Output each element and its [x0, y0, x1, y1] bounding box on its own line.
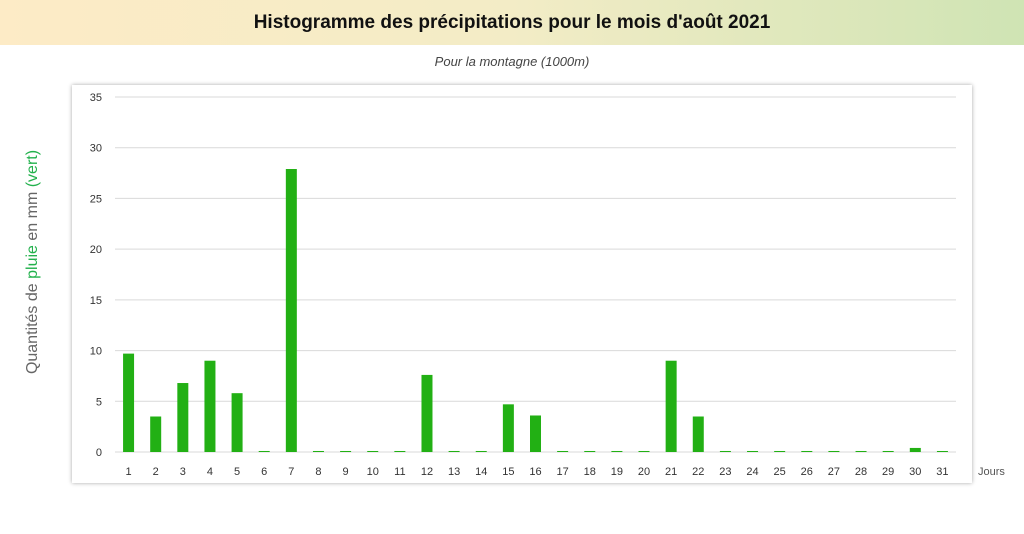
x-tick-label: 10	[367, 466, 379, 478]
y-tick-label: 35	[90, 92, 102, 104]
x-tick-label: 25	[774, 466, 786, 478]
bar	[557, 450, 569, 452]
x-tick-label: 21	[665, 466, 677, 478]
y-tick-label: 5	[96, 396, 102, 408]
x-tick-label: 11	[394, 466, 405, 478]
x-tick-label: 24	[746, 466, 758, 478]
x-tick-label: 4	[207, 466, 213, 478]
bar	[502, 404, 514, 452]
x-tick-label: 12	[421, 466, 433, 478]
x-tick-label: 19	[611, 466, 623, 478]
x-tick-label: 15	[502, 466, 514, 478]
x-tick-label: 14	[475, 466, 487, 478]
y-tick-label: 25	[90, 193, 102, 205]
x-tick-label: 2	[153, 466, 159, 478]
y-tick-label: 15	[90, 295, 102, 307]
x-tick-label: 30	[909, 466, 921, 478]
bar	[421, 374, 433, 452]
bar	[692, 416, 704, 452]
chart-subtitle: Pour la montagne (1000m)	[434, 54, 590, 69]
bar	[231, 393, 243, 452]
bar	[448, 450, 460, 452]
y-tick-label: 10	[90, 346, 102, 358]
x-tick-label: 23	[719, 466, 731, 478]
x-tick-label: 5	[234, 466, 240, 478]
x-tick-label: 8	[315, 466, 321, 478]
bar	[340, 450, 352, 452]
x-tick-label: 7	[288, 466, 294, 478]
bar	[774, 450, 786, 452]
y-tick-label: 20	[90, 244, 102, 256]
bar	[611, 450, 623, 452]
bar	[258, 450, 270, 452]
bar	[394, 450, 406, 452]
bar	[936, 450, 948, 452]
title-bar: Histogramme des précipitations pour le m…	[0, 0, 1024, 45]
bar	[475, 450, 487, 452]
x-tick-label: 16	[529, 466, 541, 478]
x-tick-label: 28	[855, 466, 867, 478]
x-axis-title: Jours	[978, 466, 1005, 478]
bar	[123, 353, 135, 452]
x-tick-label: 17	[557, 466, 569, 478]
bar	[285, 169, 297, 452]
bar	[150, 416, 162, 452]
bar	[909, 447, 921, 452]
x-tick-label: 31	[936, 466, 948, 478]
bar	[204, 360, 216, 452]
bar	[638, 450, 650, 452]
bar	[747, 450, 759, 452]
bar	[312, 450, 324, 452]
x-tick-label: 13	[448, 466, 460, 478]
plot-area	[72, 85, 972, 483]
bar	[719, 450, 731, 452]
bar	[367, 450, 379, 452]
y-tick-label: 30	[90, 143, 102, 155]
bar	[530, 415, 541, 452]
x-tick-label: 1	[126, 466, 132, 478]
x-tick-label: 3	[180, 466, 186, 478]
bar	[882, 450, 894, 452]
bar	[177, 383, 189, 452]
chart-title: Histogramme des précipitations pour le m…	[253, 11, 771, 33]
x-tick-label: 27	[828, 466, 840, 478]
x-tick-label: 18	[584, 466, 596, 478]
bar	[828, 450, 840, 452]
x-tick-label: 26	[801, 466, 813, 478]
bar	[584, 450, 596, 452]
bar	[665, 360, 677, 452]
x-tick-label: 6	[261, 466, 267, 478]
x-tick-label: 20	[638, 466, 650, 478]
x-tick-label: 29	[882, 466, 894, 478]
x-tick-label: 22	[692, 466, 704, 478]
bar	[801, 450, 813, 452]
y-tick-label: 0	[96, 447, 102, 459]
x-tick-label: 9	[343, 466, 349, 478]
bar	[855, 450, 867, 452]
